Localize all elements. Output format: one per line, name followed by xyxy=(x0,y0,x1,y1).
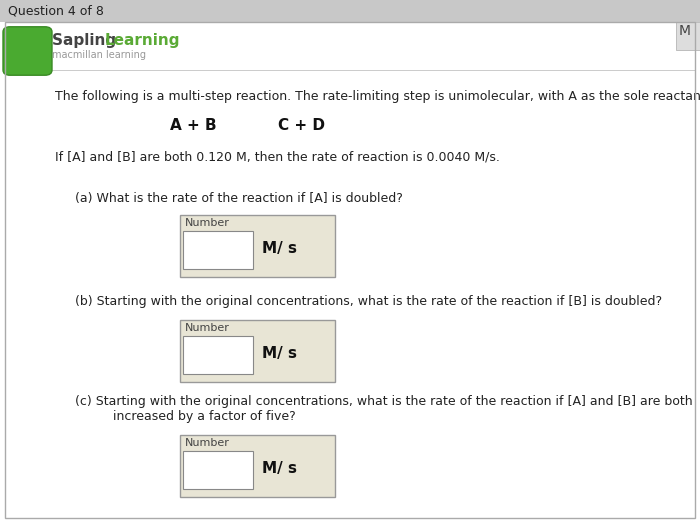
Text: Number: Number xyxy=(185,438,230,448)
Text: The following is a multi-step reaction. The rate-limiting step is unimolecular, : The following is a multi-step reaction. … xyxy=(55,90,700,103)
Text: If [A] and [B] are both 0.120 M, then the rate of reaction is 0.0040 M/s.: If [A] and [B] are both 0.120 M, then th… xyxy=(55,150,500,163)
Text: C + D: C + D xyxy=(278,118,325,133)
Text: macmillan learning: macmillan learning xyxy=(52,50,146,60)
Text: (b) Starting with the original concentrations, what is the rate of the reaction : (b) Starting with the original concentra… xyxy=(75,295,662,308)
Text: increased by a factor of five?: increased by a factor of five? xyxy=(113,410,295,423)
Text: A + B: A + B xyxy=(170,118,216,133)
Text: M/ s: M/ s xyxy=(262,241,297,256)
Text: Learning: Learning xyxy=(105,33,181,48)
Text: (c) Starting with the original concentrations, what is the rate of the reaction : (c) Starting with the original concentra… xyxy=(75,395,692,408)
Text: Question 4 of 8: Question 4 of 8 xyxy=(8,4,104,17)
Text: Sapling: Sapling xyxy=(52,33,121,48)
Text: Number: Number xyxy=(185,218,230,228)
Text: M/ s: M/ s xyxy=(262,461,297,476)
Text: (a) What is the rate of the reaction if [A] is doubled?: (a) What is the rate of the reaction if … xyxy=(75,192,403,205)
Text: M/ s: M/ s xyxy=(262,346,297,361)
Text: Number: Number xyxy=(185,323,230,333)
Text: M: M xyxy=(679,24,691,38)
